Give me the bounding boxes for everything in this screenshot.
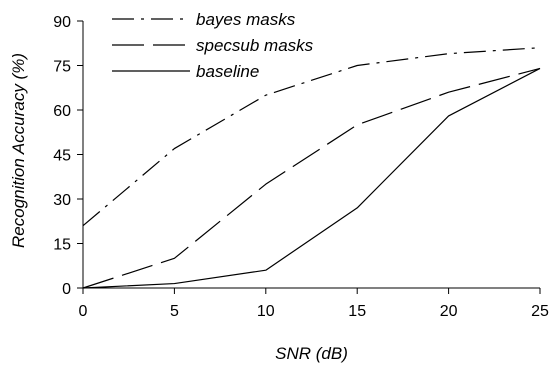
x-axis-title: SNR (dB) <box>275 344 348 363</box>
y-tick-label: 30 <box>53 192 71 209</box>
x-tick-label: 10 <box>257 303 275 320</box>
series-line-bayes-masks <box>82 47 541 227</box>
y-tick-label: 45 <box>53 148 71 165</box>
x-tick-label: 15 <box>348 303 366 320</box>
legend-label-bayes-masks: bayes masks <box>196 10 296 29</box>
series-group <box>82 47 541 289</box>
legend: bayes masks specsub masks baseline <box>112 10 314 81</box>
y-axis-ticks: 0 15 30 45 60 75 90 <box>53 14 83 298</box>
y-tick-label: 0 <box>62 281 71 298</box>
y-tick-label: 60 <box>53 103 71 120</box>
legend-label-baseline: baseline <box>196 62 259 81</box>
x-tick-label: 5 <box>170 303 179 320</box>
y-tick-label: 15 <box>53 237 71 254</box>
series-line-baseline <box>82 67 541 289</box>
x-axis-ticks: 0 5 10 15 20 25 <box>79 288 549 320</box>
x-tick-label: 25 <box>531 303 549 320</box>
legend-label-specsub-masks: specsub masks <box>196 36 314 55</box>
y-tick-label: 75 <box>53 59 71 76</box>
y-tick-label: 90 <box>53 14 71 31</box>
x-tick-label: 20 <box>440 303 458 320</box>
series-line-specsub-masks <box>82 67 541 289</box>
y-axis-title: Recognition Accuracy (%) <box>9 53 28 248</box>
x-tick-label: 0 <box>79 303 88 320</box>
